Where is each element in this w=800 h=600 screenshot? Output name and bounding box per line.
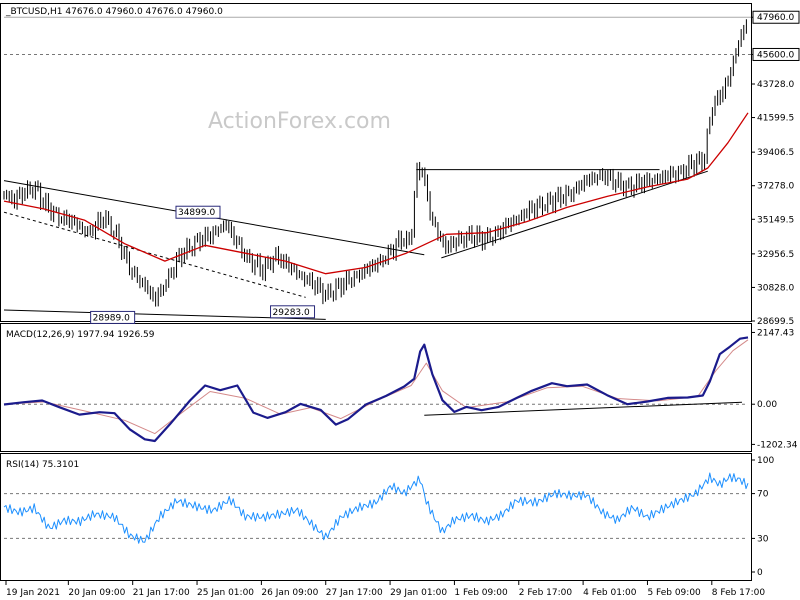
time-axis: 19 Jan 2021 20 Jan 09:00 21 Jan 17:00 25 Ja… bbox=[5, 581, 766, 598]
price-tick-label: 47960.0 bbox=[757, 13, 794, 23]
time-tick-label: 25 Jan 01:00 bbox=[197, 588, 254, 598]
macd-label: MACD(12,26,9) 1977.94 1926.59 bbox=[6, 330, 155, 340]
macd-tick-label: -1202.34 bbox=[757, 440, 798, 450]
main-price-panel: 28699.5 30828.0 32956.5 35149.5 37278.0 39406… bbox=[3, 10, 800, 327]
time-tick-label: 5 Feb 09:00 bbox=[647, 588, 701, 598]
time-tick-label: 29 Jan 01:00 bbox=[390, 588, 447, 598]
price-tag-box bbox=[752, 47, 800, 61]
annotation-label: 29283.0 bbox=[273, 308, 310, 318]
price-annotation: 29283.0 bbox=[270, 305, 316, 319]
macd-trend-line bbox=[424, 401, 742, 416]
rsi-tick-label: 100 bbox=[757, 456, 774, 466]
price-tick-label: 37278.0 bbox=[757, 182, 794, 192]
macd-line bbox=[3, 336, 749, 443]
annotation-label: 34899.0 bbox=[178, 208, 215, 218]
time-tick-label: 21 Jan 17:00 bbox=[133, 588, 190, 598]
price-tag-box bbox=[752, 10, 800, 24]
annotation-box bbox=[270, 305, 316, 319]
price-tick-label: 39406.5 bbox=[757, 148, 794, 158]
price-tick-label: 30828.0 bbox=[757, 283, 794, 293]
macd-panel-frame bbox=[0, 323, 752, 452]
price-tick-label: 28699.5 bbox=[757, 317, 794, 327]
macd-tick-label: 2147.43 bbox=[757, 328, 794, 338]
macd-tick-label: 0.00 bbox=[757, 400, 777, 410]
time-tick-label: 4 Feb 01:00 bbox=[583, 588, 637, 598]
time-tick-label: 20 Jan 09:00 bbox=[68, 588, 125, 598]
rsi-line bbox=[3, 472, 749, 544]
rsi-label: RSI(14) 75.3101 bbox=[6, 460, 79, 470]
annotation-label: 28989.0 bbox=[93, 313, 130, 323]
time-tick-label: 1 Feb 09:00 bbox=[454, 588, 508, 598]
price-tick-label: 32956.5 bbox=[757, 250, 794, 260]
trend-line bbox=[441, 170, 708, 259]
macd-panel: 2147.43 0.00 -1202.34 bbox=[3, 328, 798, 450]
rsi-panel: 100 70 30 0 bbox=[3, 456, 774, 578]
time-tick-label: 2 Feb 17:00 bbox=[519, 588, 573, 598]
rsi-tick-label: 30 bbox=[757, 534, 769, 544]
main-panel-frame bbox=[0, 3, 752, 322]
watermark: ActionForex.com bbox=[208, 109, 391, 134]
time-tick-label: 27 Jan 17:00 bbox=[326, 588, 383, 598]
annotation-box bbox=[175, 205, 221, 219]
price-bars bbox=[3, 19, 747, 307]
time-tick-label: 26 Jan 09:00 bbox=[261, 588, 318, 598]
price-tick-label: 35149.5 bbox=[757, 215, 794, 225]
rsi-tick-label: 70 bbox=[757, 490, 769, 500]
rsi-panel-frame bbox=[0, 453, 752, 581]
price-annotation: 28989.0 bbox=[90, 310, 136, 324]
time-tick-label: 8 Feb 17:00 bbox=[712, 588, 766, 598]
price-annotation: 34899.0 bbox=[175, 205, 221, 219]
symbol-label: _BTCUSD,H1 47676.0 47960.0 47676.0 47960… bbox=[5, 7, 223, 17]
price-tick-label: 41599.5 bbox=[757, 114, 794, 124]
time-tick-label: 19 Jan 2021 bbox=[6, 588, 60, 598]
rsi-tick-label: 0 bbox=[757, 568, 763, 578]
price-tick-label: 43728.0 bbox=[757, 80, 794, 90]
moving-average-line bbox=[3, 112, 749, 275]
annotation-box bbox=[90, 310, 136, 324]
price-tick-label: 45600.0 bbox=[757, 50, 794, 60]
trend-line bbox=[3, 211, 306, 298]
macd-signal-line bbox=[3, 339, 749, 435]
